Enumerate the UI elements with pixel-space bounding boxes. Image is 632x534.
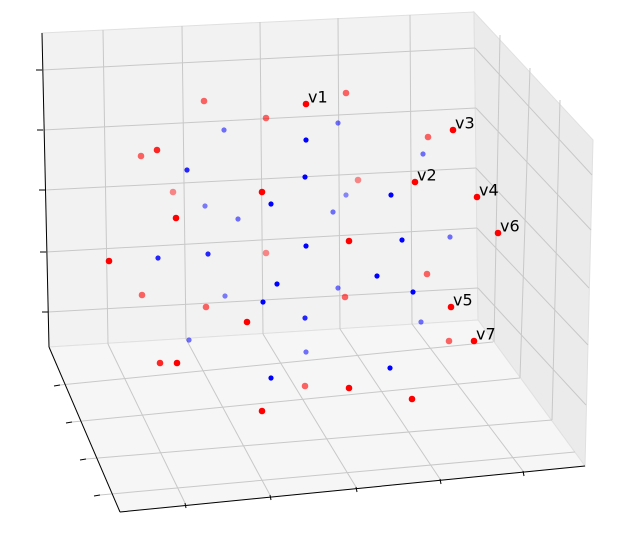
point [202,203,208,209]
point [494,229,502,237]
point [260,299,266,305]
point [302,174,308,180]
annotation: v7 [476,325,496,344]
point [235,216,241,222]
point [447,303,455,311]
point [335,285,341,291]
point [473,193,481,201]
point [303,349,309,355]
point [387,365,393,371]
point [388,192,394,198]
point [205,251,211,257]
point [420,151,426,157]
point [262,249,270,257]
point [243,318,251,326]
point [301,382,309,390]
point [156,359,164,367]
point [186,337,192,343]
point [445,337,453,345]
point [354,176,362,184]
annotation: v4 [479,181,499,200]
point [345,384,353,392]
annotation: v5 [453,291,473,310]
point [262,114,270,122]
point [343,192,349,198]
point [335,120,341,126]
point [153,146,161,154]
point [268,375,274,381]
point [258,407,266,415]
point [105,257,113,265]
point [184,167,190,173]
point [202,303,210,311]
point [155,255,161,261]
point [399,237,405,243]
annotation: v2 [417,166,437,185]
point [258,188,266,196]
annotation: v3 [455,114,475,133]
point [268,201,274,207]
point [200,97,208,105]
point [169,188,177,196]
annotation: v1 [308,88,328,107]
point [449,126,457,134]
point [302,100,310,108]
point [345,237,353,245]
point [424,133,432,141]
point [423,270,431,278]
point [411,178,419,186]
point [303,137,309,143]
point [303,243,309,249]
point [173,359,181,367]
point [418,319,424,325]
point [410,289,416,295]
point [274,281,280,287]
point [302,315,308,321]
annotation: v6 [500,217,520,236]
point [137,152,145,160]
point [447,234,453,240]
point [408,395,416,403]
point [342,89,350,97]
point [222,293,228,299]
point [330,209,336,215]
point [138,291,146,299]
point [470,337,478,345]
point [172,214,180,222]
point [341,293,349,301]
axis-lines [36,32,586,513]
point [374,273,380,279]
point [221,127,227,133]
